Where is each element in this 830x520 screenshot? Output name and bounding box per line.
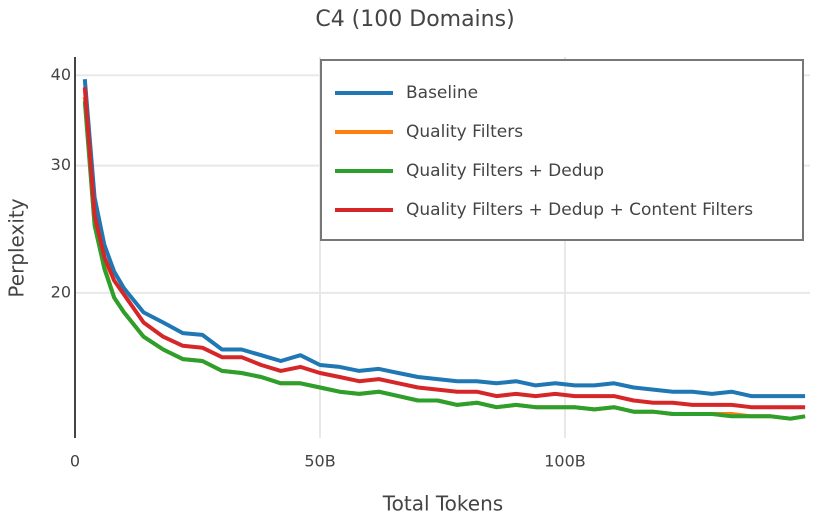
x-tick-label: 0	[70, 452, 80, 471]
y-tick-label: 40	[51, 65, 71, 84]
legend-label: Baseline	[406, 83, 478, 103]
legend-label: Quality Filters + Dedup	[406, 161, 604, 181]
legend-label: Quality Filters + Dedup + Content Filter…	[406, 200, 753, 220]
y-tick-label: 20	[51, 282, 71, 301]
y-axis-label: Perplexity	[5, 198, 29, 297]
legend-label: Quality Filters	[406, 122, 523, 142]
legend: Baseline Quality Filters Quality Filters +…	[320, 59, 804, 241]
x-axis-label: Total Tokens	[382, 492, 503, 516]
x-tick-label: 100B	[544, 452, 586, 471]
data-line	[82, 87, 806, 410]
y-tick-label: 30	[51, 155, 71, 174]
chart-title: C4 (100 Domains)	[315, 7, 514, 32]
legend-box	[320, 59, 804, 241]
x-tick-label: 50B	[304, 452, 335, 471]
data-line	[82, 101, 806, 421]
data-line	[82, 79, 806, 399]
